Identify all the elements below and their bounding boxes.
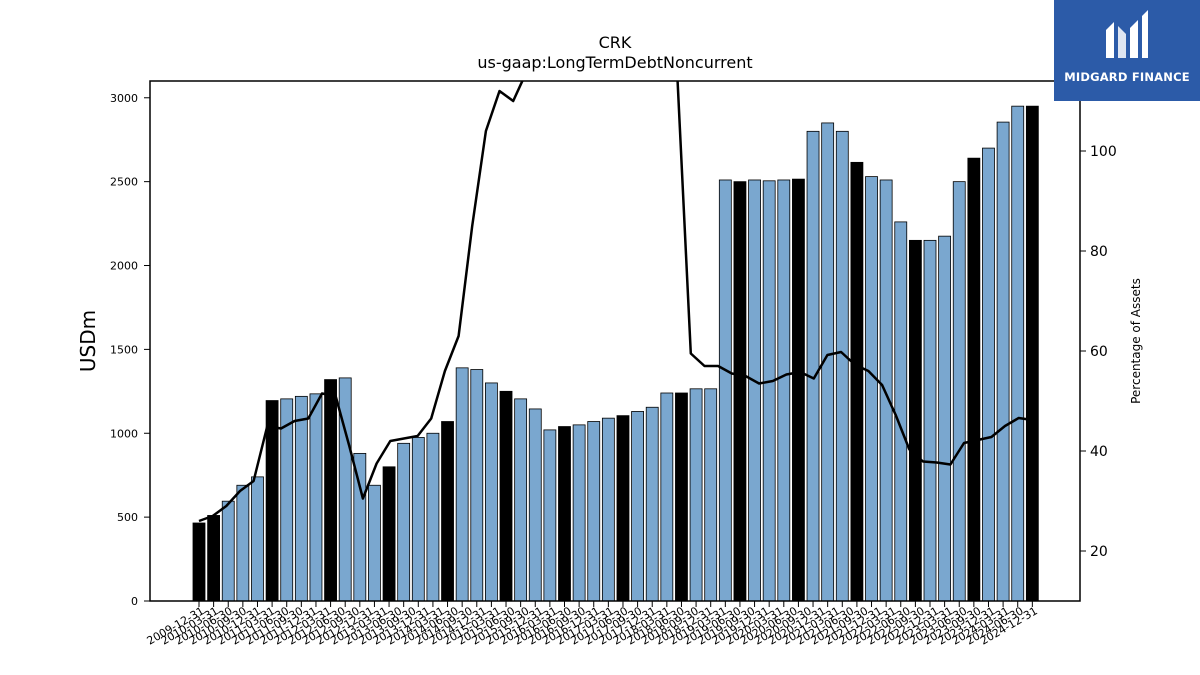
y-tick-label: 1500 [110,343,138,356]
bar-2011-03-31 [265,400,279,602]
bar-2017-06-30 [631,411,644,602]
bar-2013-12-31 [426,432,440,602]
y-tick-label: 2500 [110,176,138,189]
y-tick-label: 3000 [110,92,138,105]
y2-tick-label: 80 [1090,244,1108,260]
y-tick-label: 2000 [110,260,138,273]
bar-2017-03-31 [616,415,630,602]
bar-2012-09-30 [353,452,367,602]
bar-2013-09-30 [411,437,425,602]
bar-2018-12-31 [718,179,732,602]
bar-2023-06-30 [982,147,995,602]
bar-2012-03-31 [324,379,337,602]
bar-2019-09-30 [762,180,776,602]
bar-2015-09-30 [528,408,542,602]
bar-2018-06-30 [689,388,703,602]
bar-2019-06-30 [748,179,761,602]
bar-2022-09-30 [938,235,952,602]
logo-mark-icon [1106,10,1148,58]
y-axis-label: USDm [76,310,100,372]
x-axis: 2009-12-312010-03-312010-06-302010-09-30… [145,601,1040,648]
bar-2022-03-31 [908,239,922,602]
bar-2020-12-31 [835,130,849,602]
y2-tick-label: 40 [1090,444,1108,460]
bar-2021-03-31 [850,161,864,602]
y-axis: 0 500 1000 1500 2000 2500 3000 [110,92,150,608]
y-tick-label: 1000 [110,427,138,440]
bar-2016-06-30 [572,424,586,602]
bar-2015-03-31 [499,390,513,602]
y2-tick-label: 20 [1090,544,1108,560]
bars-group [192,105,1039,602]
bar-2009-12-31 [192,522,206,602]
y2-tick-label: 100 [1090,144,1117,160]
bar-2016-09-30 [587,421,601,602]
bar-2014-09-30 [470,369,484,602]
bar-2023-12-31 [1011,105,1025,602]
bar-2018-03-31 [675,392,688,602]
bar-2019-12-31 [777,179,791,602]
bar-2021-06-30 [865,176,878,602]
bar-2010-06-30 [221,500,235,602]
y-tick-label: 500 [117,511,138,524]
brand-name: MIDGARD FINANCE [1064,70,1190,84]
chart-subtitle: us-gaap:LongTermDebtNoncurrent [477,53,752,72]
bar-2010-09-30 [236,484,250,602]
bar-2015-12-31 [543,429,557,602]
y2-tick-label: 60 [1090,344,1108,360]
y-tick-label: 0 [131,595,138,608]
pct-assets-line [198,81,1033,523]
bar-2019-03-31 [733,181,747,602]
bar-2010-12-31 [251,476,264,602]
bar-2016-12-31 [601,417,615,602]
bar-2022-12-31 [952,181,966,602]
bar-2015-06-30 [514,398,528,602]
bar-2024-03-31 [1025,105,1039,602]
plot-frame [149,80,1081,602]
bar-2011-12-31 [309,393,323,602]
y2-axis-label: Percentage of Assets [1129,278,1143,404]
bar-2014-12-31 [484,382,498,602]
bar-2011-09-30 [294,395,308,602]
brand-logo: MIDGARD FINANCE [1054,0,1200,101]
bar-2016-03-31 [558,426,571,602]
bar-2021-12-31 [894,221,908,602]
bar-2014-06-30 [455,367,469,602]
bar-2012-12-31 [368,484,381,602]
bar-2017-12-31 [660,392,674,602]
bar-2020-03-31 [792,178,805,602]
y2-axis: 20 40 60 80 100 [1080,144,1117,560]
bar-2023-09-30 [996,121,1010,602]
bar-2017-09-30 [645,406,659,602]
bar-2013-03-31 [382,466,396,602]
bar-2018-09-30 [704,388,718,602]
bar-2010-03-31 [207,515,221,602]
bar-2022-06-30 [923,239,937,602]
bar-2013-06-30 [397,442,411,602]
bar-2020-06-30 [806,130,820,602]
chart-title: CRK [599,33,632,52]
bar-2021-09-30 [879,179,893,602]
bar-2011-06-30 [280,398,294,602]
bar-2014-03-31 [441,421,454,602]
bar-2023-03-31 [967,157,981,602]
